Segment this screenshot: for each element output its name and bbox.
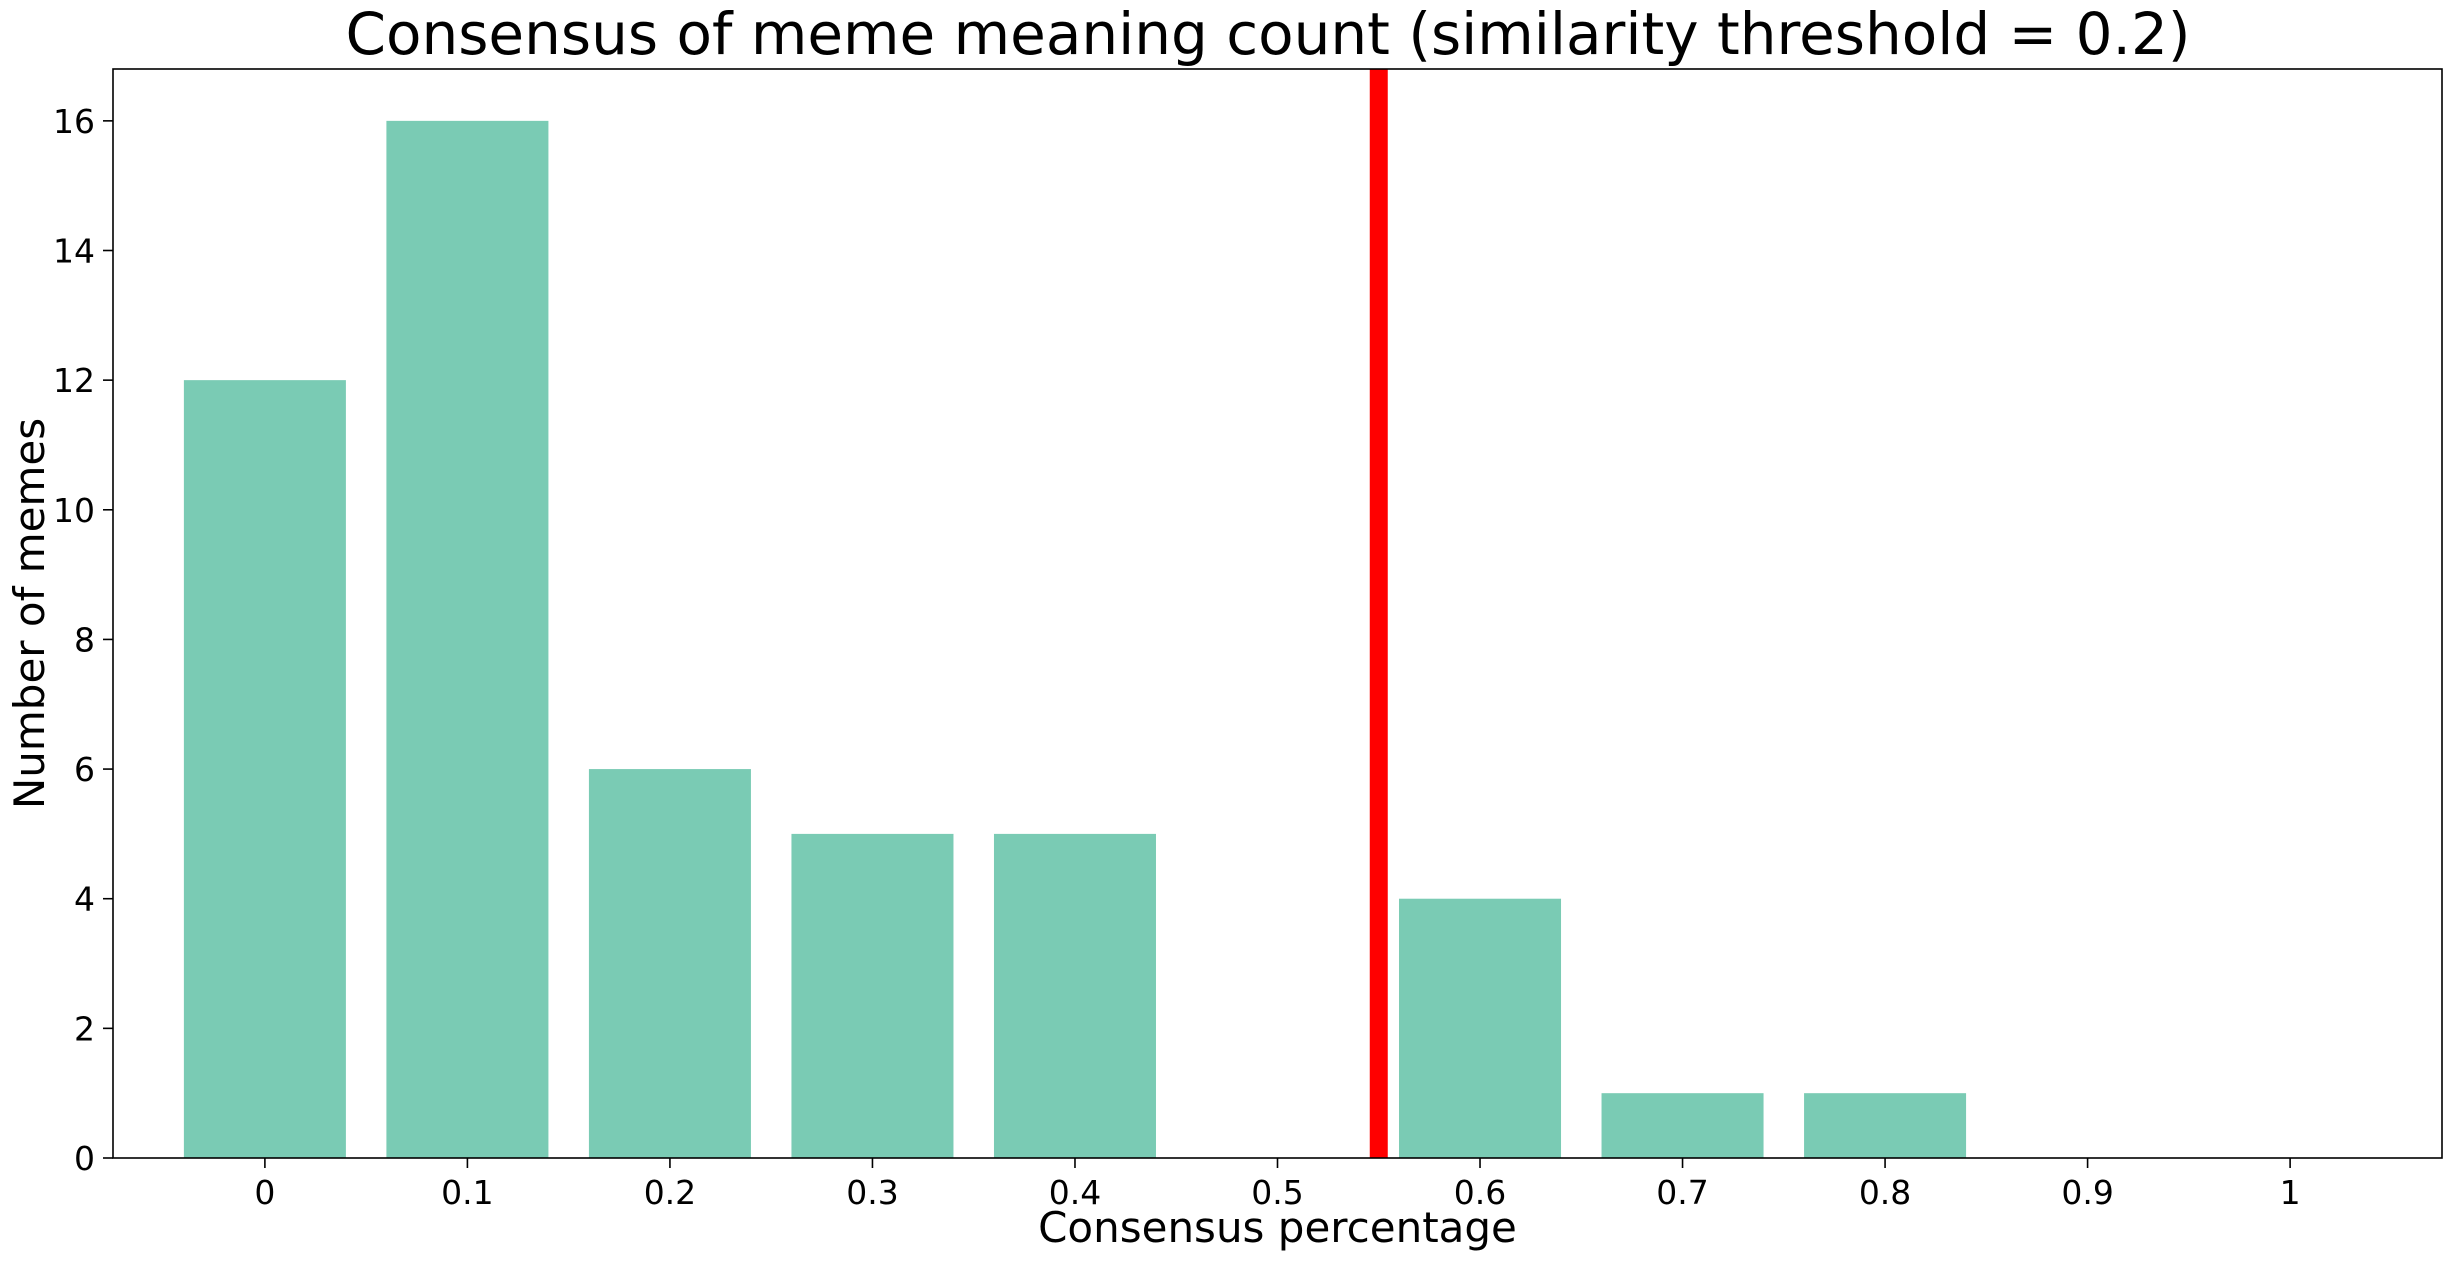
x-tick-label: 0.4 — [1049, 1173, 1101, 1212]
bar-0.2 — [588, 769, 751, 1158]
bar-0.8 — [1804, 1093, 1967, 1158]
y-axis-label: Number of memes — [5, 418, 54, 809]
x-tick-label: 0.9 — [2061, 1173, 2113, 1212]
y-tick-label: 16 — [53, 102, 95, 141]
y-tick-label: 0 — [74, 1139, 95, 1178]
y-tick-label: 2 — [74, 1009, 95, 1048]
x-axis-ticks: 0 0.1 0.2 0.3 0.4 0.5 0.6 0.7 0.8 0.9 1 — [254, 1158, 2301, 1212]
bars-group — [183, 120, 1967, 1159]
x-tick-label: 0 — [254, 1173, 275, 1212]
y-tick-label: 14 — [53, 232, 95, 271]
bar-0.7 — [1601, 1093, 1764, 1158]
x-tick-label: 0.7 — [1656, 1173, 1708, 1212]
chart-title: Consensus of meme meaning count (similar… — [345, 0, 2190, 68]
x-tick-label: 0.1 — [441, 1173, 493, 1212]
y-tick-label: 12 — [53, 361, 95, 400]
bar-0 — [183, 380, 346, 1159]
bar-0.1 — [386, 120, 549, 1158]
bar-0.4 — [993, 833, 1156, 1158]
x-axis-label: Consensus percentage — [1038, 1203, 1517, 1252]
x-tick-label: 0.5 — [1251, 1173, 1303, 1212]
bar-0.6 — [1399, 898, 1562, 1158]
y-tick-label: 10 — [53, 491, 95, 530]
x-tick-label: 1 — [2280, 1173, 2301, 1212]
bar-0.3 — [791, 833, 954, 1158]
y-tick-label: 4 — [74, 880, 95, 919]
x-tick-label: 0.2 — [644, 1173, 696, 1212]
x-tick-label: 0.8 — [1859, 1173, 1911, 1212]
y-tick-label: 8 — [74, 620, 95, 659]
y-axis-ticks: 0 2 4 6 8 10 12 14 16 — [53, 102, 113, 1178]
x-tick-label: 0.3 — [846, 1173, 898, 1212]
y-tick-label: 6 — [74, 750, 95, 789]
x-tick-label: 0.6 — [1454, 1173, 1506, 1212]
